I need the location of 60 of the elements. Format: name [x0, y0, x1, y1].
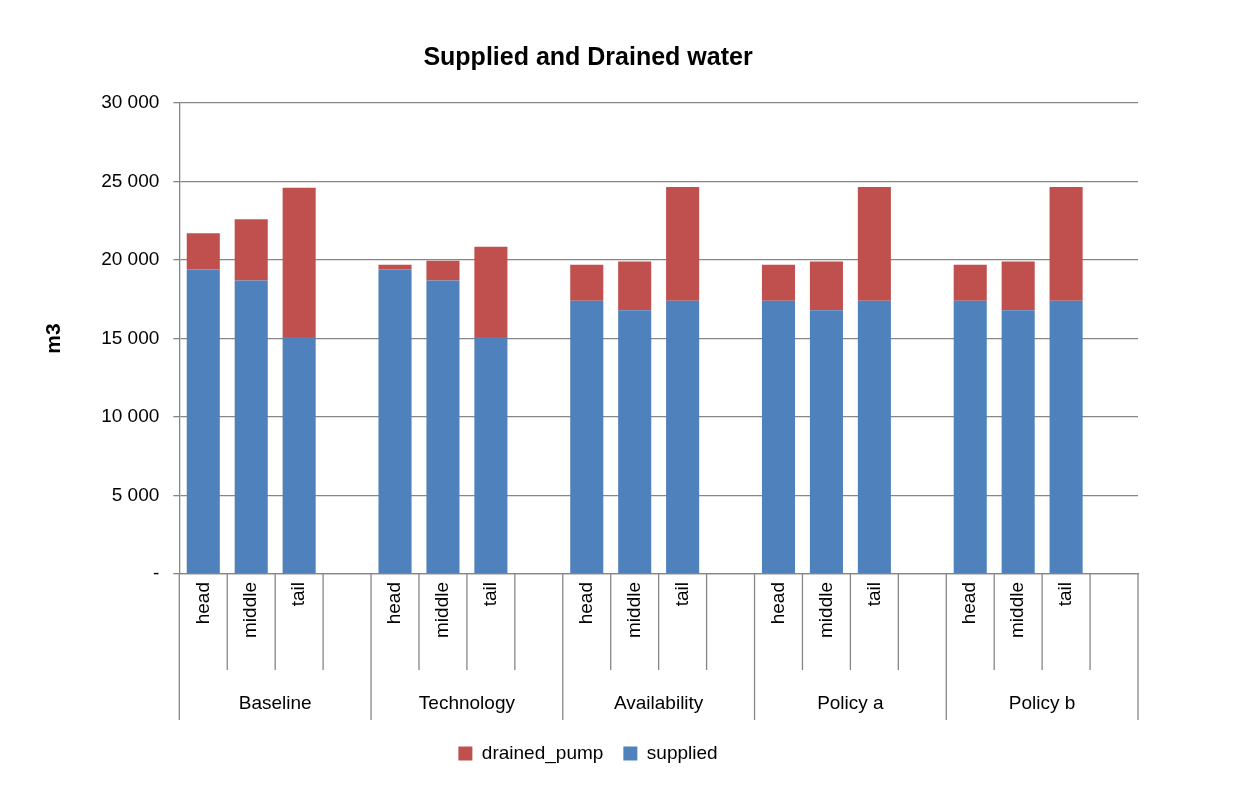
y-tick-label: - — [152, 562, 160, 584]
y-tick-label: 5 000 — [111, 483, 160, 505]
y-tick-label: 25 000 — [101, 169, 160, 191]
bar — [1001, 310, 1035, 574]
x-tick-label: middle — [431, 582, 453, 638]
bar — [618, 310, 652, 574]
bar — [1001, 261, 1035, 311]
bar — [474, 336, 508, 574]
x-tick-label: tail — [1054, 582, 1076, 607]
bar — [1049, 187, 1083, 301]
x-tick-label: tail — [862, 582, 884, 607]
bar — [186, 269, 220, 574]
text: Availability — [613, 692, 704, 714]
bar — [426, 260, 460, 281]
bar — [809, 261, 843, 311]
bar — [666, 300, 700, 574]
bar — [234, 280, 268, 574]
x-tick-label: head — [766, 582, 788, 625]
text: Baseline — [238, 692, 312, 714]
legend-label: drained_pump — [481, 741, 604, 764]
bar — [378, 269, 412, 574]
bar — [570, 300, 604, 574]
text: Technology — [418, 692, 516, 714]
x-tick-label: tail — [479, 582, 501, 607]
bar — [618, 261, 652, 311]
text: Policy a — [817, 692, 885, 714]
bar — [282, 187, 316, 337]
y-axis-title: m3 — [41, 323, 65, 354]
bar — [761, 300, 796, 574]
x-tick-label: tail — [287, 582, 309, 607]
bar — [809, 310, 843, 574]
bar — [426, 280, 460, 574]
bar — [857, 300, 891, 574]
bar — [953, 300, 987, 574]
x-tick-label: head — [191, 582, 213, 625]
x-tick-label: head — [383, 582, 405, 625]
bar — [953, 264, 987, 301]
y-tick-label: 20 000 — [101, 248, 160, 270]
bar — [234, 219, 268, 281]
y-tick-label: 15 000 — [101, 326, 160, 348]
x-tick-label: head — [958, 582, 980, 625]
bar — [666, 187, 700, 301]
bar — [857, 187, 891, 301]
x-tick-label: tail — [670, 582, 692, 607]
bar — [1049, 300, 1083, 574]
bar — [282, 336, 316, 574]
x-tick-label: middle — [1006, 582, 1028, 638]
bar — [474, 246, 508, 337]
x-tick-label: middle — [239, 582, 261, 638]
bar — [761, 264, 796, 301]
y-tick-label: 30 000 — [101, 91, 160, 113]
text: Policy b — [1008, 692, 1076, 714]
legend-label: supplied — [646, 741, 718, 763]
x-tick-label: middle — [622, 582, 644, 638]
chart-title: Supplied and Drained water — [423, 41, 753, 70]
bar — [186, 233, 220, 270]
x-tick-label: middle — [814, 582, 836, 638]
y-tick-label: 10 000 — [101, 405, 160, 427]
bar — [570, 264, 604, 301]
x-tick-label: head — [574, 582, 596, 625]
